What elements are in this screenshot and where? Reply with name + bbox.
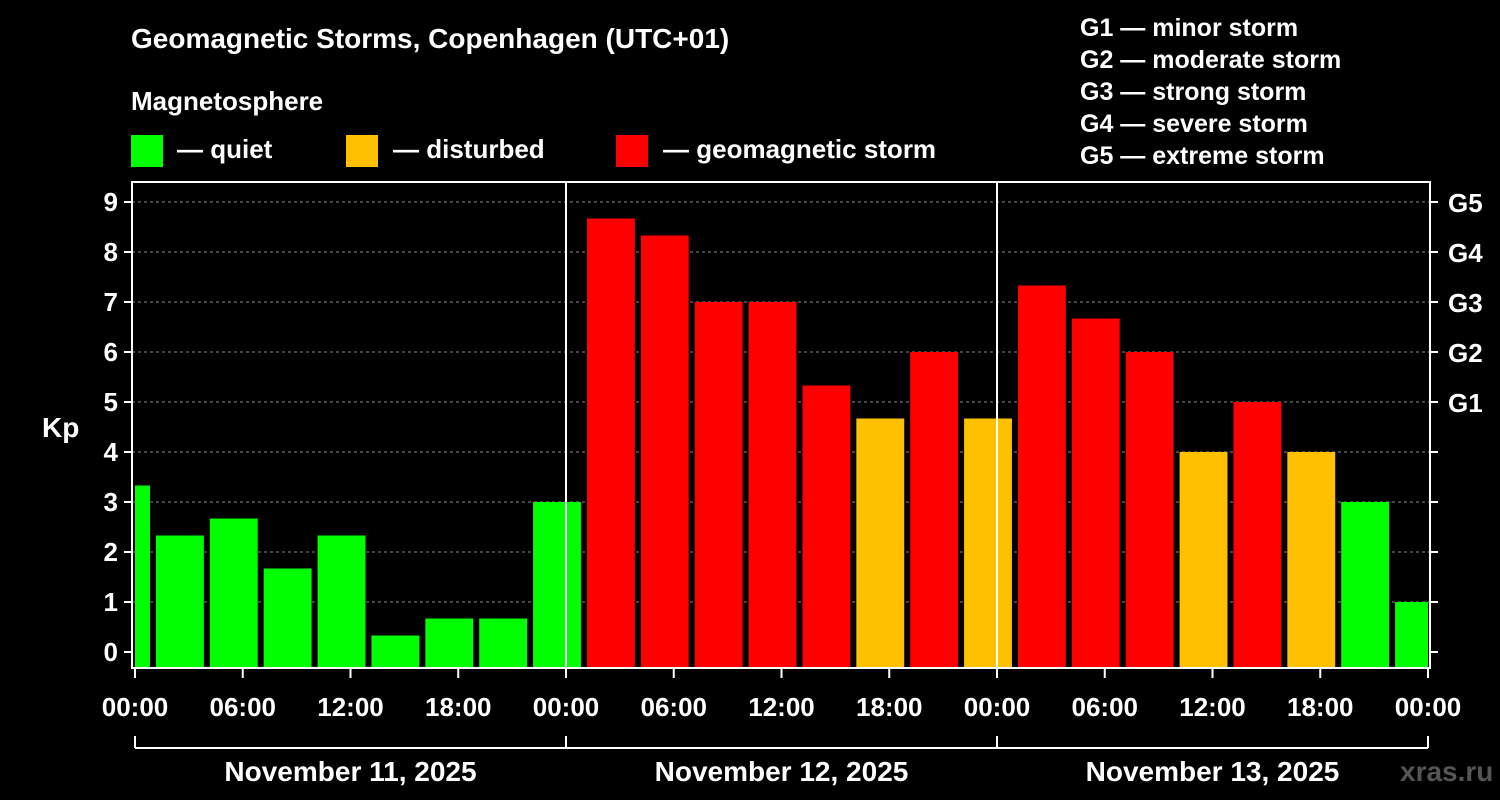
- legend-swatch-storm: [616, 135, 648, 167]
- x-tick-label: 12:00: [748, 692, 815, 722]
- watermark: xras.ru: [1400, 756, 1494, 787]
- scale-legend-g3: G3 — strong storm: [1080, 78, 1307, 106]
- x-tick-label: 12:00: [1179, 692, 1246, 722]
- kp-bar: [748, 302, 797, 668]
- x-tick-label: 00:00: [533, 692, 600, 722]
- kp-bar: [1395, 602, 1428, 668]
- kp-bar: [263, 568, 312, 668]
- y-tick-label: 7: [104, 287, 118, 317]
- y-tick-label: 5: [104, 387, 118, 417]
- kp-bar: [910, 352, 959, 668]
- kp-bar: [856, 418, 905, 668]
- kp-bar: [1179, 452, 1228, 668]
- kp-bar: [371, 635, 420, 668]
- kp-bar: [1341, 502, 1390, 668]
- y-tick-label: 2: [104, 537, 118, 567]
- kp-bar: [694, 302, 743, 668]
- g-scale-label: G3: [1448, 288, 1483, 318]
- x-tick-label: 12:00: [317, 692, 384, 722]
- g-scale-label: G1: [1448, 388, 1483, 418]
- kp-bar: [479, 618, 528, 668]
- x-tick-label: 00:00: [964, 692, 1031, 722]
- legend-label-disturbed: — disturbed: [393, 134, 545, 164]
- x-tick-label: 00:00: [1395, 692, 1462, 722]
- x-tick-label: 06:00: [210, 692, 277, 722]
- y-tick-label: 9: [104, 187, 118, 217]
- y-tick-label: 3: [104, 487, 118, 517]
- x-tick-label: 06:00: [641, 692, 708, 722]
- kp-bar: [586, 218, 635, 668]
- y-axis-label: Kp: [42, 412, 80, 443]
- y-tick-label: 0: [104, 637, 118, 667]
- kp-bar: [135, 485, 150, 668]
- x-tick-label: 18:00: [856, 692, 923, 722]
- scale-legend-g5: G5 — extreme storm: [1080, 142, 1325, 170]
- x-tick-label: 06:00: [1072, 692, 1139, 722]
- legend-swatch-quiet: [131, 135, 163, 167]
- legend-label-quiet: — quiet: [177, 134, 273, 164]
- kp-bar: [1233, 402, 1282, 668]
- legend-heading: Magnetosphere: [131, 86, 324, 116]
- g-scale-label: G2: [1448, 338, 1483, 368]
- scale-legend-g2: G2 — moderate storm: [1080, 46, 1342, 74]
- chart-title: Geomagnetic Storms, Copenhagen (UTC+01): [131, 23, 730, 54]
- legend-swatch-disturbed: [346, 135, 378, 167]
- kp-bar: [1017, 285, 1066, 668]
- y-tick-label: 6: [104, 337, 118, 367]
- y-tick-label: 4: [104, 437, 119, 467]
- kp-bar: [317, 535, 366, 668]
- x-tick-label: 00:00: [102, 692, 169, 722]
- x-tick-label: 18:00: [425, 692, 492, 722]
- kp-bar: [155, 535, 204, 668]
- date-label: November 13, 2025: [1086, 756, 1340, 787]
- kp-bar: [964, 418, 1012, 668]
- g-scale-label: G5: [1448, 188, 1483, 218]
- g-scale-label: G4: [1448, 238, 1483, 268]
- kp-bar: [209, 518, 258, 668]
- date-label: November 12, 2025: [655, 756, 909, 787]
- scale-legend-g4: G4 — severe storm: [1080, 110, 1308, 138]
- y-tick-label: 8: [104, 237, 118, 267]
- scale-legend-g1: G1 — minor storm: [1080, 14, 1299, 42]
- kp-bar: [425, 618, 474, 668]
- kp-bar: [1071, 318, 1120, 668]
- date-label: November 11, 2025: [224, 756, 476, 787]
- kp-bar: [640, 235, 689, 668]
- y-tick-label: 1: [104, 587, 118, 617]
- kp-bar: [802, 385, 851, 668]
- kp-bar: [1287, 452, 1336, 668]
- kp-bar: [533, 502, 581, 668]
- kp-bar: [1125, 352, 1174, 668]
- x-tick-label: 18:00: [1287, 692, 1354, 722]
- legend-label-storm: — geomagnetic storm: [663, 134, 937, 164]
